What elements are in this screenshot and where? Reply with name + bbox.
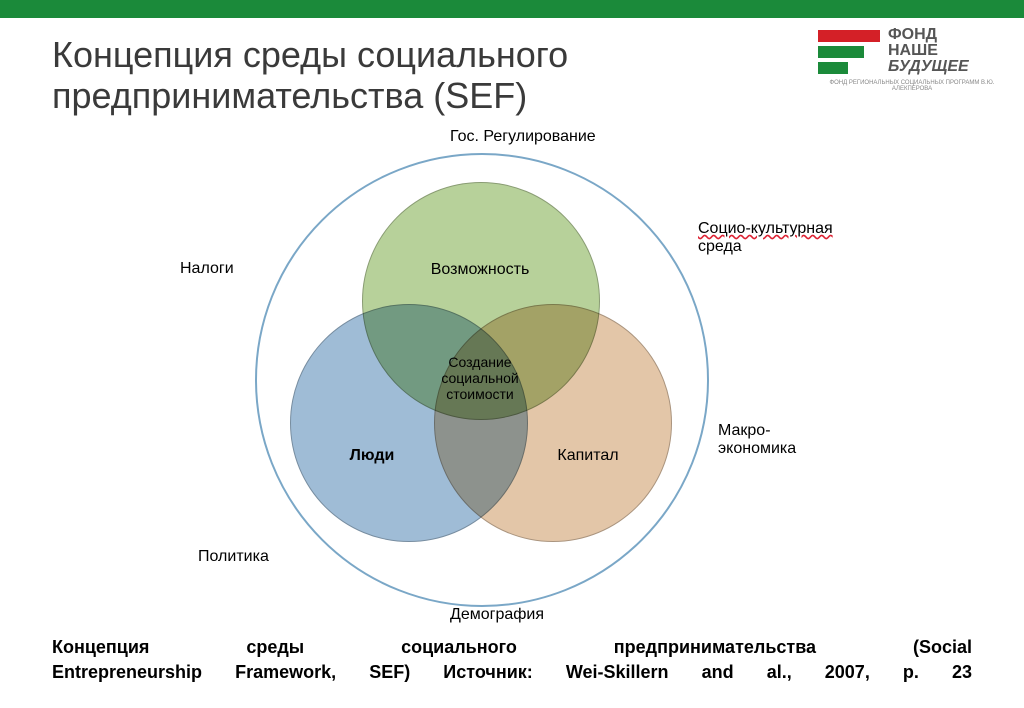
logo-line3: БУДУЩЕЕ — [888, 58, 969, 76]
label-right: Капитал — [557, 447, 618, 465]
logo-bar-1 — [818, 30, 880, 42]
label-center: Создание социальной стоимости — [441, 354, 518, 402]
circle-right — [434, 304, 672, 542]
ext-label-2: Социо-культурнаясреда — [698, 220, 833, 256]
ext-label-0: Гос. Регулирование — [450, 128, 596, 146]
caption-line1: Концепция среды социального предпринимат… — [52, 637, 972, 657]
logo-bar-3 — [818, 62, 848, 74]
page-title: Концепция среды социального предпринимат… — [52, 34, 812, 117]
label-left: Люди — [350, 447, 395, 465]
top-accent-bar — [0, 0, 1024, 18]
logo-subtext: ФОНД РЕГИОНАЛЬНЫХ СОЦИАЛЬНЫХ ПРОГРАММ В.… — [812, 80, 1012, 92]
logo: ФОНД НАШЕ БУДУЩЕЕ ФОНД РЕГИОНАЛЬНЫХ СОЦИ… — [818, 26, 1008, 96]
caption: Концепция среды социального предпринимат… — [52, 635, 972, 684]
caption-line2: Entrepreneurship Framework, SEF) Источни… — [52, 662, 972, 682]
ext-label-4: Политика — [198, 548, 269, 566]
logo-bar-2 — [818, 46, 864, 58]
ext-label-3: Макро- экономика — [718, 422, 796, 458]
ext-label-5: Демография — [450, 606, 544, 624]
label-top: Возможность — [431, 261, 530, 279]
venn-diagram: Возможность Люди Капитал Создание социал… — [120, 130, 840, 610]
ext-label-1: Налоги — [180, 260, 234, 278]
